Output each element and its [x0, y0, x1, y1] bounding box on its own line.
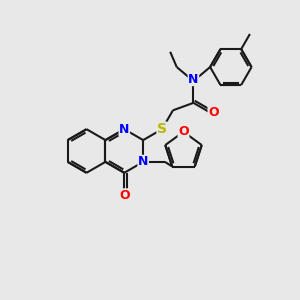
Text: N: N: [188, 73, 199, 85]
Text: O: O: [208, 106, 219, 118]
Text: O: O: [178, 125, 189, 138]
Text: O: O: [119, 189, 130, 202]
Text: N: N: [119, 123, 130, 136]
Text: S: S: [157, 122, 167, 136]
Text: N: N: [138, 155, 148, 168]
